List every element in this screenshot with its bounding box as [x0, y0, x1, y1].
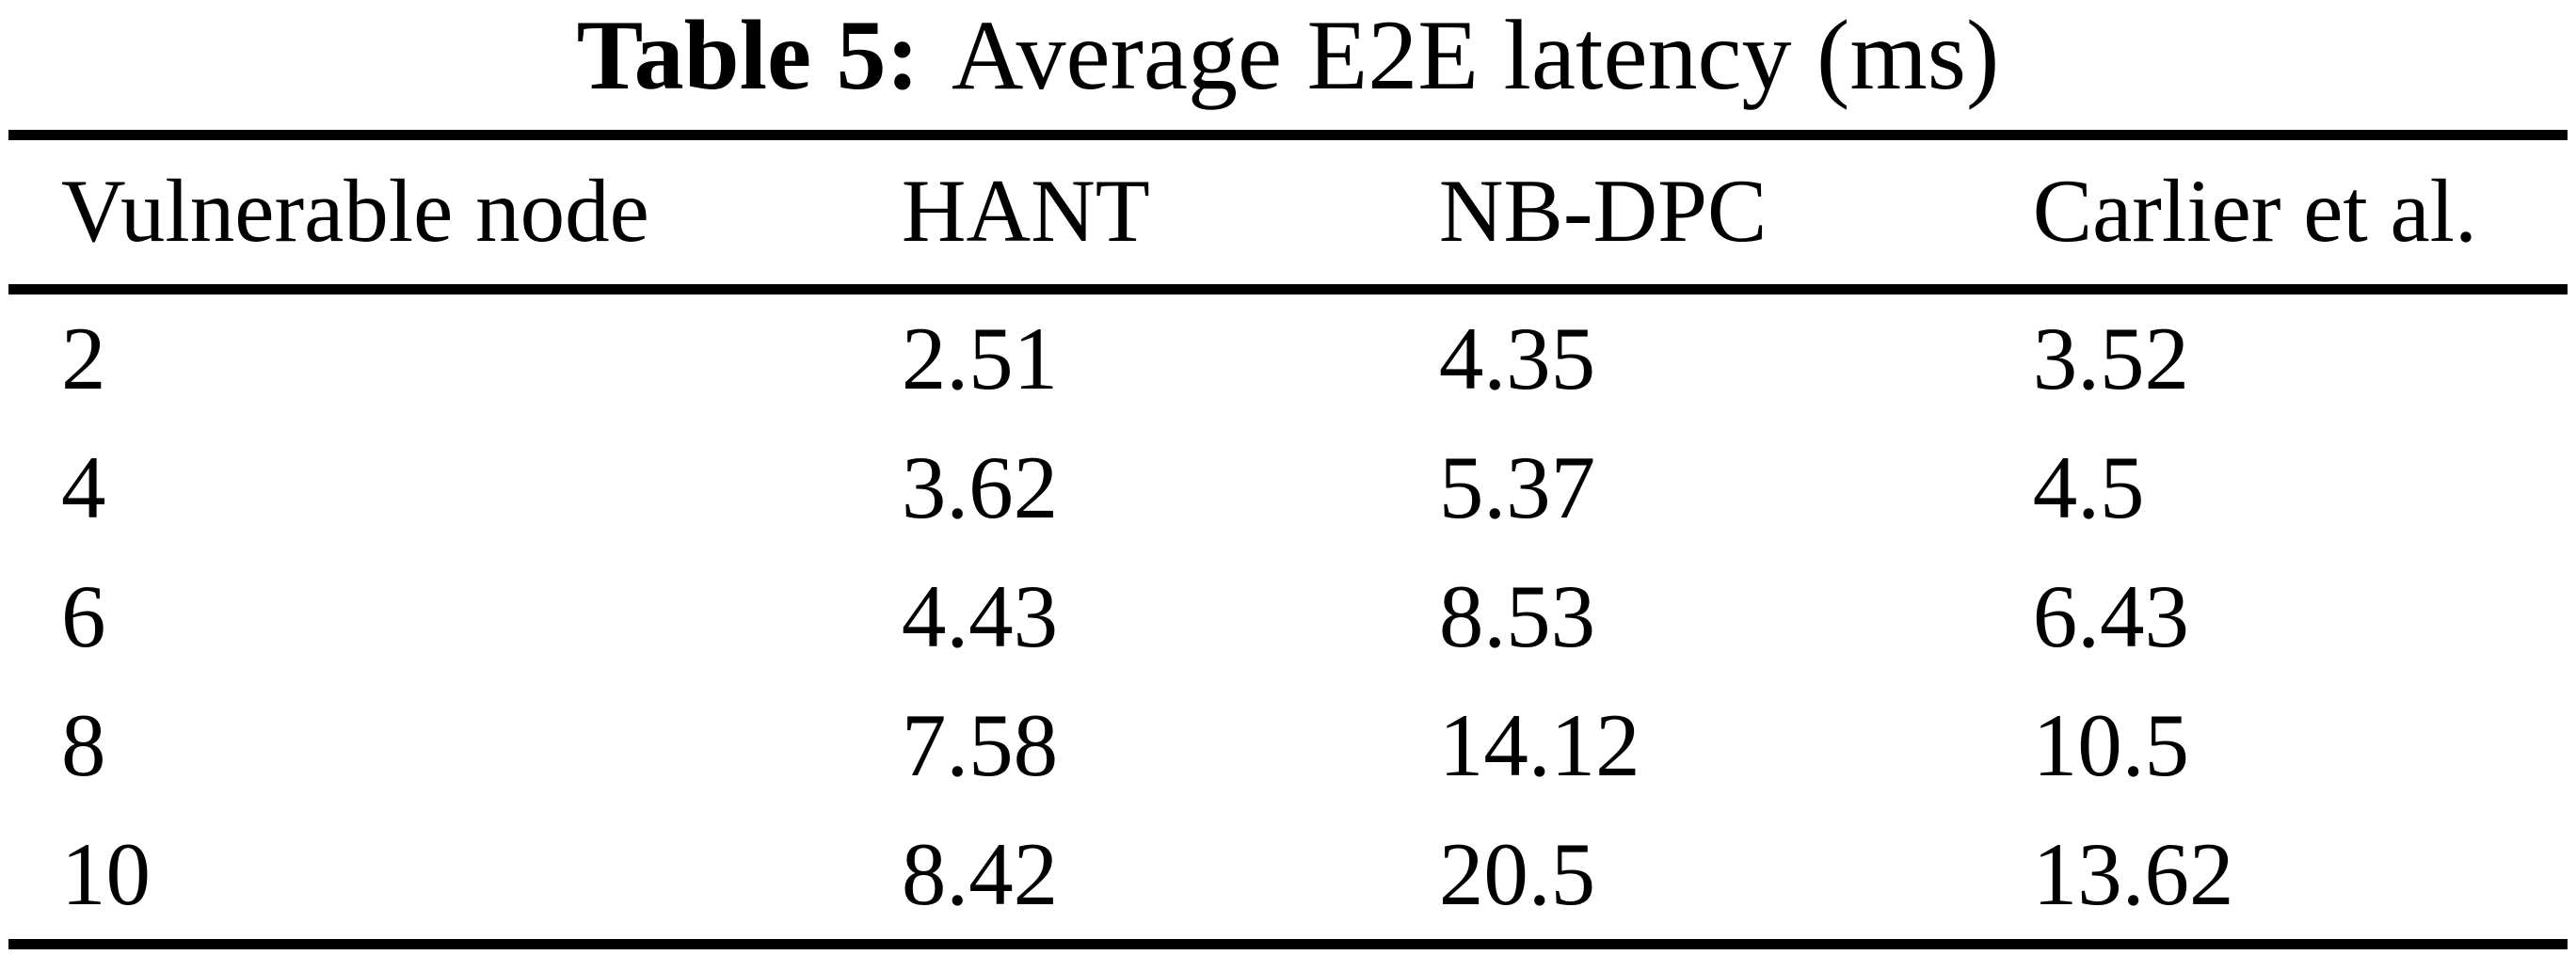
cell-nb-dpc: 14.12	[1438, 694, 1640, 795]
cell-vulnerable-node: 8	[61, 694, 106, 795]
cell-nb-dpc: 20.5	[1438, 823, 1596, 924]
table-row: 8 7.58 14.12 10.5	[8, 681, 2568, 810]
table-caption-label: Table 5:	[576, 0, 920, 110]
column-header-carlier: Carlier et al.	[2032, 135, 2568, 294]
cell-hant: 2.51	[901, 308, 1059, 408]
cell-carlier: 3.52	[2032, 308, 2189, 408]
cell-nb-dpc: 4.35	[1438, 308, 1596, 408]
header-row: Vulnerable node HANT NB-DPC Carlier et a…	[8, 135, 2568, 294]
cell-vulnerable-node: 2	[61, 308, 106, 408]
column-header-vulnerable-node: Vulnerable node	[8, 135, 902, 294]
table-caption-text: Average E2E latency (ms)	[951, 0, 2000, 110]
cell-carlier: 13.62	[2032, 823, 2234, 924]
cell-vulnerable-node: 6	[61, 565, 106, 666]
table-caption: Table 5: Average E2E latency (ms)	[0, 0, 2576, 112]
column-header-nb-dpc: NB-DPC	[1438, 135, 2033, 294]
cell-nb-dpc: 5.37	[1438, 437, 1596, 537]
cell-hant: 4.43	[901, 565, 1059, 666]
cell-hant: 8.42	[901, 823, 1059, 924]
cell-vulnerable-node: 10	[61, 823, 151, 924]
cell-vulnerable-node: 4	[61, 437, 106, 537]
cell-hant: 7.58	[901, 694, 1059, 795]
cell-carlier: 10.5	[2032, 694, 2189, 795]
table-row: 4 3.62 5.37 4.5	[8, 423, 2568, 552]
cell-carlier: 4.5	[2032, 437, 2145, 537]
column-header-hant: HANT	[901, 135, 1439, 294]
cell-nb-dpc: 8.53	[1438, 565, 1596, 666]
table-row: 6 4.43 8.53 6.43	[8, 552, 2568, 681]
cell-hant: 3.62	[901, 437, 1059, 537]
cell-carlier: 6.43	[2032, 565, 2189, 666]
table-row: 10 8.42 20.5 13.62	[8, 810, 2568, 945]
latency-table: Vulnerable node HANT NB-DPC Carlier et a…	[8, 129, 2568, 949]
table-row: 2 2.51 4.35 3.52	[8, 289, 2568, 423]
